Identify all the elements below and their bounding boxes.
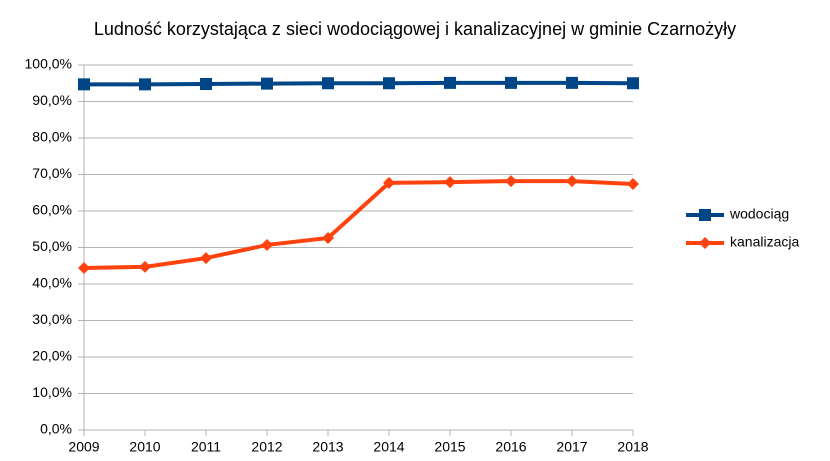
legend-marker [699,209,711,221]
marker [78,261,90,274]
y-tick-label: 20,0% [32,348,72,364]
marker [444,76,456,89]
marker [383,77,395,90]
marker [139,260,151,273]
y-tick-label: 90,0% [32,92,72,108]
y-tick-label: 80,0% [32,129,72,145]
x-tick-label: 2011 [191,439,221,455]
x-tick-label: 2013 [312,439,343,455]
y-tick-label: 100,0% [25,56,72,72]
y-tick-label: 40,0% [32,275,72,291]
marker [566,175,578,188]
x-tick-label: 2017 [556,439,587,455]
marker [627,77,639,90]
y-tick-label: 50,0% [32,238,72,254]
series-line [84,80,634,87]
marker [505,175,517,188]
marker [627,177,639,190]
marker [139,78,151,91]
x-tick-label: 2018 [617,439,648,455]
marker [566,76,578,89]
y-tick-label: 30,0% [32,311,72,327]
series-line [83,179,634,270]
chart-title: Ludność korzystająca z sieci wodociągowe… [94,19,736,39]
y-tick-label: 0,0% [40,421,72,437]
marker [261,238,273,251]
marker [200,252,212,265]
y-tick-label: 10,0% [32,384,72,400]
marker [505,76,517,89]
marker [383,176,395,189]
legend-marker [699,237,711,249]
marker [261,77,273,90]
marker [444,176,456,189]
legend-label: kanalizacja [730,234,799,250]
x-tick-label: 2012 [251,439,282,455]
marker [322,232,334,245]
marker [200,77,212,90]
marker [78,78,90,91]
x-tick-label: 2014 [373,439,404,455]
x-tick-label: 2009 [68,439,99,455]
x-tick-label: 2010 [129,439,160,455]
y-tick-label: 70,0% [32,165,72,181]
x-tick-label: 2016 [495,439,526,455]
x-tick-label: 2015 [434,439,465,455]
marker [322,77,334,90]
legend-label: wodociąg [729,206,789,222]
y-tick-label: 60,0% [32,202,72,218]
